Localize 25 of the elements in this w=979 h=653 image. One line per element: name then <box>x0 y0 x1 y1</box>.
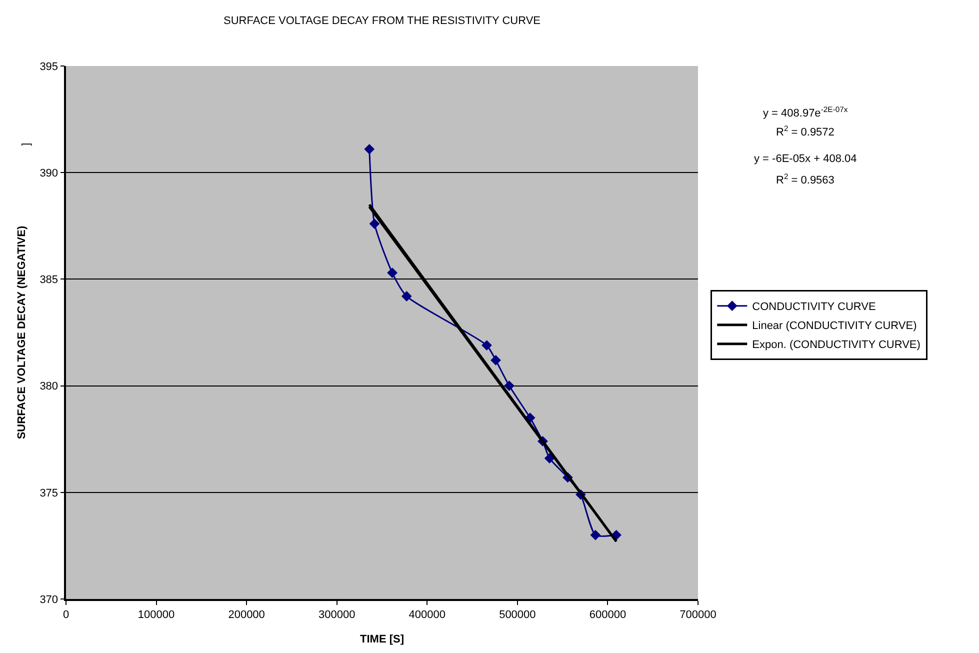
chart-title: SURFACE VOLTAGE DECAY FROM THE RESISTIVITY CURVE <box>223 15 541 28</box>
y-tick-label: 395 <box>40 60 58 73</box>
y-tick-label: 390 <box>40 167 58 180</box>
x-tick-label: 300000 <box>318 608 356 621</box>
x-tick-label: 700000 <box>680 608 716 621</box>
x-tick-label: 600000 <box>589 608 626 621</box>
text: ] <box>20 142 33 146</box>
y-tick-label: 385 <box>40 274 58 286</box>
x-tick-label: 200000 <box>228 608 265 621</box>
x-axis-title: TIME [S] <box>360 634 404 646</box>
legend-label: Expon. (CONDUCTIVITY CURVE) <box>752 339 920 352</box>
legend-label: CONDUCTIVITY CURVE <box>752 301 876 314</box>
x-tick-label: 0 <box>62 608 70 621</box>
y-axis-title: SURFACE VOLTAGE DECAY (NEGATIVE) <box>16 226 28 440</box>
y-tick-label: 370 <box>40 594 58 606</box>
y-tick-label: 375 <box>40 487 58 500</box>
legend-label: Linear (CONDUCTIVITY CURVE) <box>752 320 917 332</box>
x-tick-label: 500000 <box>499 608 536 621</box>
text: R$^{2}$ = 0.9572 <box>776 124 834 139</box>
y-tick-label: 380 <box>40 380 58 393</box>
x-tick-label: 100000 <box>138 608 175 621</box>
text: y = -6E-05x + 408.04 <box>754 153 857 165</box>
text: y = 408.97e$^{-2E-07x}$ <box>763 105 848 120</box>
text: R$^{2}$ = 0.9563 <box>776 172 834 187</box>
x-tick-label: 400000 <box>408 608 446 621</box>
